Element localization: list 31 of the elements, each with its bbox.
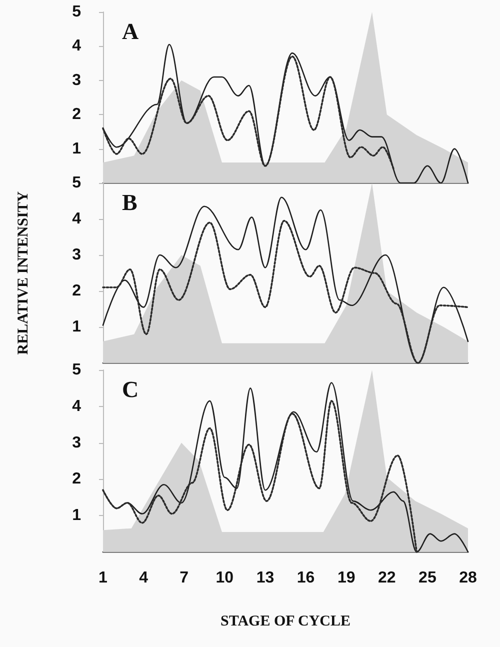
- annotation: B: [122, 190, 138, 215]
- y-tick-label: 3: [72, 246, 82, 264]
- y-tick-label: 4: [72, 398, 82, 415]
- y-tick-label: 2: [72, 106, 82, 124]
- x-tick-label: 25: [418, 570, 436, 586]
- y-tick-label: 2: [72, 282, 82, 300]
- y-tick-label: 3: [72, 434, 82, 452]
- annotation: A: [122, 19, 139, 44]
- annotation: C: [122, 377, 139, 402]
- x-tick-label: 10: [216, 570, 234, 586]
- y-tick-label: 3: [72, 72, 82, 89]
- x-tick-label: 22: [378, 570, 396, 586]
- x-axis-title: STAGE OF CYCLE: [220, 614, 351, 630]
- x-tick-label: 13: [256, 570, 274, 586]
- y-tick-label: 5: [72, 362, 82, 378]
- y-axis-title: RELATIVE INTENSITY: [16, 191, 32, 355]
- x-tick-label: 1: [98, 570, 108, 586]
- y-tick-label: 1: [72, 507, 82, 524]
- y-tick-label: 2: [72, 470, 82, 488]
- x-tick-label: 28: [459, 570, 477, 586]
- y-tick-label: 4: [72, 210, 82, 228]
- x-tick-label: 16: [296, 570, 315, 586]
- x-tick-label: 7: [180, 570, 189, 586]
- line-series: [102, 44, 469, 184]
- y-tick-label: 1: [72, 140, 82, 158]
- y-tick-label: 1: [72, 318, 82, 336]
- y-tick-label: 5: [72, 174, 82, 192]
- x-tick-label: 4: [139, 570, 148, 586]
- x-tick-label: 19: [337, 570, 356, 586]
- y-tick-label: 5: [72, 4, 82, 20]
- y-tick-label: 4: [72, 38, 82, 55]
